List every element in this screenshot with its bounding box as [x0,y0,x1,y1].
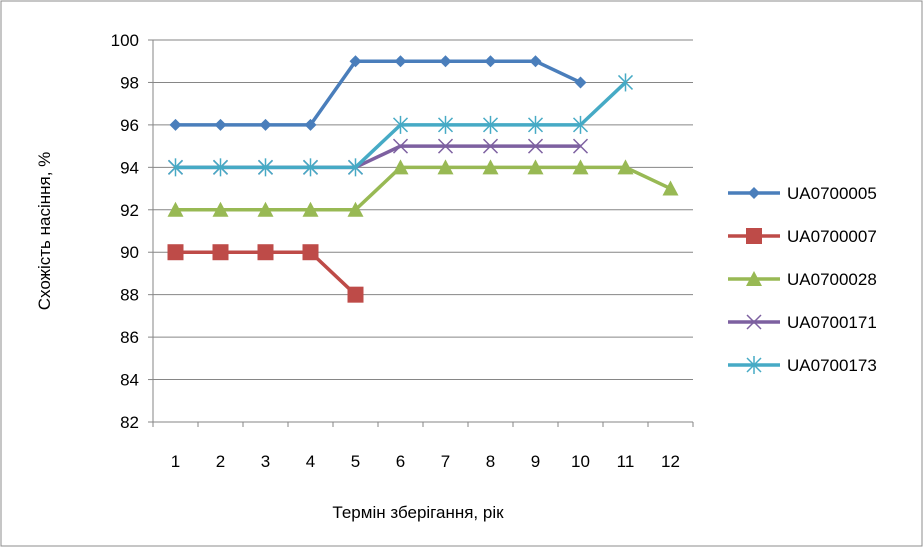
legend-marker [746,314,762,330]
data-point-ua0700007 [347,286,364,303]
data-point-ua0700028 [257,201,274,217]
legend-marker [748,187,760,199]
x-tick-label: 7 [441,452,450,471]
data-point-ua0700005 [484,55,497,68]
data-point-ua0700005 [214,118,227,131]
data-point-ua0700028 [572,159,589,175]
data-point-ua0700173 [257,158,274,177]
series-ua0700007 [167,244,364,303]
legend-item-ua0700005: UA0700005 [728,184,877,203]
data-point-ua0700005 [169,118,182,131]
data-point-ua0700005 [259,118,272,131]
legend-item-ua0700173: UA0700173 [728,356,877,375]
y-tick-label: 84 [120,371,139,390]
data-point-ua0700028 [392,159,409,175]
legend-label: UA0700173 [787,356,877,375]
legend-item-ua0700028: UA0700028 [728,270,877,289]
x-tick-label: 3 [261,452,270,471]
legend: UA0700005 UA0700007 UA0700028 UA0700171 UA07… [728,184,877,375]
x-tick-label: 5 [351,452,360,471]
y-axis-title: Схожість насіння, % [35,152,54,311]
data-point-ua0700028 [482,159,499,175]
x-tick-label: 9 [531,452,540,471]
legend-label: UA0700171 [787,313,877,332]
y-tick-label: 92 [120,201,139,220]
series-ua0700005 [169,55,587,131]
data-point-ua0700005 [439,55,452,68]
data-point-ua0700173 [482,115,499,134]
data-point-ua0700171 [572,138,589,154]
x-tick-label: 8 [486,452,495,471]
data-point-ua0700028 [617,159,634,175]
legend-label: UA0700028 [787,270,877,289]
data-point-ua0700028 [347,201,364,217]
data-point-ua0700173 [302,158,319,177]
x-tick-label: 4 [306,452,315,471]
series [167,55,679,303]
data-point-ua0700028 [212,201,229,217]
y-tick-label: 88 [120,286,139,305]
data-point-ua0700173 [392,115,409,134]
x-tick-label: 1 [171,452,180,471]
data-point-ua0700171 [437,138,454,154]
data-point-ua0700028 [167,201,184,217]
data-point-ua0700028 [302,201,319,217]
data-point-ua0700173 [437,115,454,134]
data-point-ua0700007 [212,244,229,261]
data-point-ua0700005 [574,76,587,89]
x-axis-title: Термін зберігання, рік [332,503,504,522]
x-tick-label: 10 [571,452,590,471]
series-ua0700028 [167,159,679,217]
data-point-ua0700005 [304,118,317,131]
legend-marker [746,228,762,244]
y-tick-label: 98 [120,73,139,92]
legend-label: UA0700005 [787,184,877,203]
y-tick-label: 82 [120,413,139,432]
y-tick-label: 94 [120,158,139,177]
data-point-ua0700028 [662,180,679,196]
data-point-ua0700173 [347,158,364,177]
data-point-ua0700028 [437,159,454,175]
data-point-ua0700173 [167,158,184,177]
data-point-ua0700005 [529,55,542,68]
series-ua0700173 [167,73,634,177]
legend-item-ua0700007: UA0700007 [728,227,877,246]
data-point-ua0700173 [572,115,589,134]
x-tick-label: 2 [216,452,225,471]
data-point-ua0700173 [527,115,544,134]
data-point-ua0700171 [527,138,544,154]
legend-marker [746,356,762,374]
y-tick-label: 86 [120,328,139,347]
y-tick-label: 100 [111,31,139,50]
legend-marker [746,271,762,286]
data-point-ua0700171 [482,138,499,154]
data-point-ua0700028 [527,159,544,175]
x-tick-label: 12 [661,452,680,471]
data-point-ua0700173 [212,158,229,177]
data-point-ua0700007 [257,244,274,261]
series-line-ua0700005 [175,59,582,127]
y-tick-label: 90 [120,243,139,262]
data-point-ua0700005 [349,55,362,68]
x-tick-label: 6 [396,452,405,471]
legend-item-ua0700171: UA0700171 [728,313,877,332]
data-point-ua0700005 [394,55,407,68]
series-line-ua0700028 [175,165,672,212]
data-point-ua0700007 [167,244,184,261]
y-tick-label: 96 [120,116,139,135]
data-point-ua0700171 [392,138,409,154]
data-point-ua0700007 [302,244,319,261]
x-tick-label: 11 [617,452,635,471]
data-point-ua0700173 [617,73,634,92]
legend-label: UA0700007 [787,227,877,246]
